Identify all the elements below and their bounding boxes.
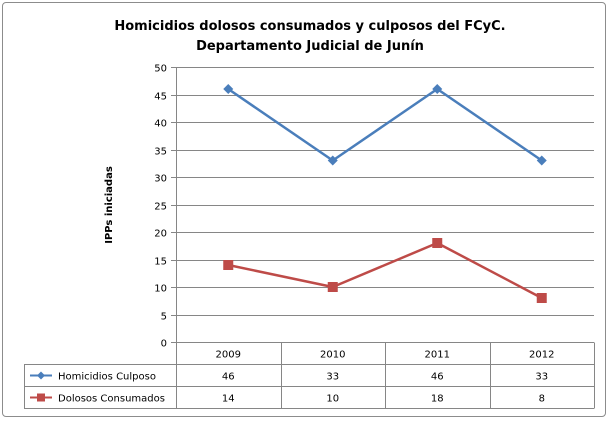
legend-marker-diamond <box>37 371 45 380</box>
y-tick-label: 40 <box>154 119 167 130</box>
data-point <box>223 260 234 270</box>
y-tick-label: 20 <box>154 229 167 240</box>
x-tick-label: 2011 <box>425 350 450 361</box>
data-point <box>327 282 338 292</box>
legend-marker-square <box>37 393 45 402</box>
data-point <box>536 155 547 166</box>
table-cell: 46 <box>431 372 444 383</box>
data-point <box>432 238 443 248</box>
y-tick-label: 10 <box>154 284 167 295</box>
y-tick-label: 25 <box>154 202 167 213</box>
y-tick-label: 0 <box>161 339 167 350</box>
y-tick-label: 50 <box>154 64 167 75</box>
table-cell: 10 <box>326 394 339 405</box>
legend-label: Dolosos Consumados <box>58 394 165 405</box>
data-point <box>223 84 234 94</box>
series-layer <box>223 84 547 303</box>
data-point <box>432 84 443 94</box>
table-cell: 33 <box>326 372 339 383</box>
x-tick-label: 2009 <box>216 350 241 361</box>
data-point <box>536 293 547 303</box>
table-cell: 46 <box>222 372 235 383</box>
series-line <box>227 241 543 300</box>
chart-subtitle: Departamento Judicial de Junín <box>196 39 424 54</box>
y-axis-title: IPPs iniciadas <box>104 166 115 244</box>
y-tick-label: 5 <box>161 312 167 323</box>
x-tick-label: 2010 <box>320 350 345 361</box>
chart-title: Homicidios dolosos consumados y culposos… <box>114 19 505 34</box>
legend-label: Homicidios Culposo <box>58 372 156 383</box>
table-cell: 33 <box>535 372 548 383</box>
series-line <box>227 87 543 162</box>
y-tick-label: 35 <box>154 147 167 158</box>
y-tick-label: 30 <box>154 174 167 185</box>
table-cell: 18 <box>431 394 444 405</box>
x-tick-label: 2012 <box>529 350 554 361</box>
data-point <box>327 155 338 166</box>
table-cell: 14 <box>222 394 235 405</box>
y-tick-label: 15 <box>154 257 167 268</box>
y-tick-label: 45 <box>154 92 167 103</box>
data-table: 2009 2010 2011 2012 Homicidios Culposo 46 33 46… <box>24 342 595 409</box>
grid-layer: 0 5 10 15 20 25 30 35 40 45 50 <box>154 64 594 350</box>
table-cell: 8 <box>539 394 545 405</box>
chart-frame <box>2 2 606 417</box>
